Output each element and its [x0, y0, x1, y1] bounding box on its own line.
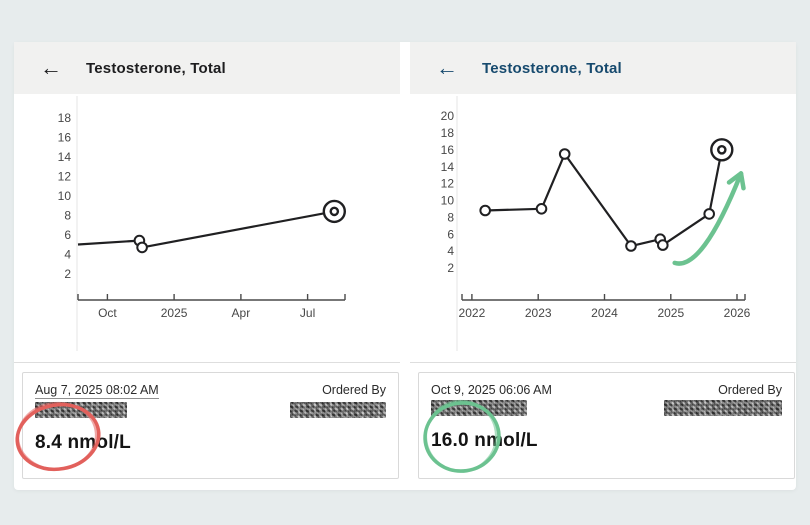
left-header: ← Testosterone, Total [14, 42, 400, 94]
y-tick-label: 16 [58, 131, 72, 145]
trend-line [485, 149, 723, 248]
chart-area-left: 2 4 6 8 10 12 14 16 18 Oct 2025 Apr Jul [14, 94, 400, 362]
right-header: ← Testosterone, Total [410, 42, 796, 94]
x-tick-label: 2025 [161, 306, 188, 320]
y-tick-label: 8 [447, 211, 454, 225]
y-tick-label: 20 [441, 109, 455, 123]
data-point[interactable] [136, 241, 148, 254]
panel-after: ← Testosterone, Total 2 4 6 8 10 12 14 16 18 20 20… [410, 42, 796, 490]
y-tick-label: 12 [441, 177, 455, 191]
result-card[interactable]: Oct 9, 2025 06:06 AM Ordered By 16.0 nmo… [418, 372, 795, 479]
y-tick-label: 2 [447, 261, 454, 275]
y-tick-label: 6 [64, 228, 71, 242]
y-tick-label: 14 [58, 150, 72, 164]
trend-line [77, 210, 335, 249]
redacted-orderer-block [290, 402, 386, 418]
y-tick-label: 14 [441, 160, 455, 174]
panels-container: ← Testosterone, Total 2 4 6 8 10 12 14 16 18 Oct 2… [14, 42, 796, 490]
redacted-patient-block [35, 402, 127, 418]
y-tick-label: 2 [64, 267, 71, 281]
x-tick-label: Jul [300, 306, 315, 320]
testosterone-trend-chart-recent[interactable]: 2 4 6 8 10 12 14 16 18 Oct 2025 Apr Jul [14, 94, 400, 362]
page-title: Testosterone, Total [482, 59, 622, 77]
y-tick-label: 8 [64, 209, 71, 223]
panel-before: ← Testosterone, Total 2 4 6 8 10 12 14 16 18 Oct 2… [14, 42, 400, 490]
x-tick-label: 2026 [724, 306, 751, 320]
back-arrow-icon[interactable]: ← [436, 55, 458, 80]
x-tick-label: Oct [98, 306, 117, 320]
ordered-by-label: Ordered By [322, 383, 386, 397]
y-tick-label: 4 [447, 244, 454, 258]
x-tick-label: 2022 [459, 306, 486, 320]
result-value: 8.4 nmol/L [35, 432, 131, 453]
result-value: 16.0 nmol/L [431, 430, 538, 451]
data-point[interactable] [535, 203, 548, 215]
y-tick-label: 10 [441, 194, 455, 208]
chart-area-right: 2 4 6 8 10 12 14 16 18 20 2022 2023 2024 2025 2026 [410, 94, 796, 362]
data-point[interactable] [703, 208, 716, 220]
back-arrow-icon[interactable]: ← [40, 55, 62, 80]
x-tick-label: 2023 [525, 306, 552, 320]
ordered-by-label: Ordered By [718, 383, 782, 397]
result-date: Oct 9, 2025 06:06 AM [431, 383, 552, 397]
x-tick-label: 2025 [657, 306, 684, 320]
y-tick-label: 18 [441, 126, 455, 140]
redacted-patient-block [431, 400, 527, 416]
testosterone-trend-chart-all[interactable]: 2 4 6 8 10 12 14 16 18 20 2022 2023 2024 2025 2026 [410, 94, 796, 362]
result-card[interactable]: Aug 7, 2025 08:02 AM Ordered By 8.4 nmol… [15, 372, 399, 479]
divider [410, 362, 796, 363]
y-tick-label: 10 [58, 189, 72, 203]
divider [14, 362, 400, 363]
trend-arrow-head [726, 171, 746, 191]
x-tick-label: Apr [232, 306, 251, 320]
y-tick-label: 16 [441, 143, 455, 157]
result-date: Aug 7, 2025 08:02 AM [35, 383, 159, 399]
y-tick-label: 18 [58, 111, 72, 125]
y-tick-label: 12 [58, 170, 72, 184]
x-tick-label: 2024 [591, 306, 618, 320]
y-tick-label: 4 [64, 248, 71, 262]
data-point[interactable] [558, 148, 571, 160]
data-point[interactable] [479, 204, 491, 217]
data-point[interactable] [657, 239, 669, 251]
y-tick-label: 6 [447, 227, 454, 241]
redacted-orderer-block [664, 400, 782, 416]
page-title: Testosterone, Total [86, 59, 226, 77]
trend-arrow-annotation [672, 171, 744, 266]
data-point[interactable] [625, 240, 637, 252]
